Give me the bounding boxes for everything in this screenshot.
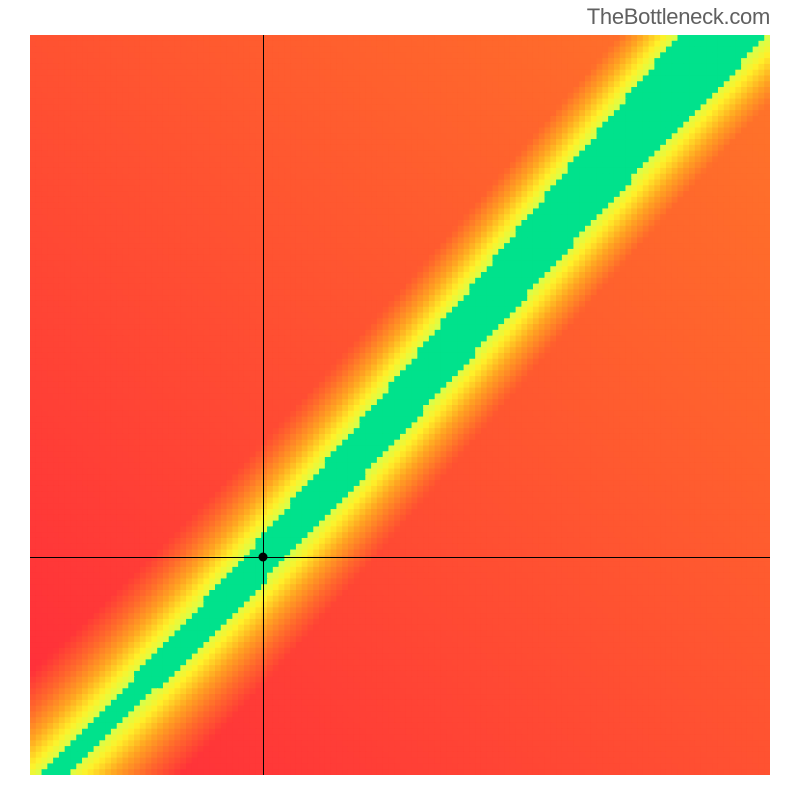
crosshair-horizontal [30, 557, 770, 558]
plot-area [30, 35, 770, 775]
crosshair-vertical [263, 35, 264, 775]
heatmap-canvas [30, 35, 770, 775]
chart-container: TheBottleneck.com [0, 0, 800, 800]
watermark-text: TheBottleneck.com [587, 4, 770, 30]
selection-marker [259, 552, 268, 561]
